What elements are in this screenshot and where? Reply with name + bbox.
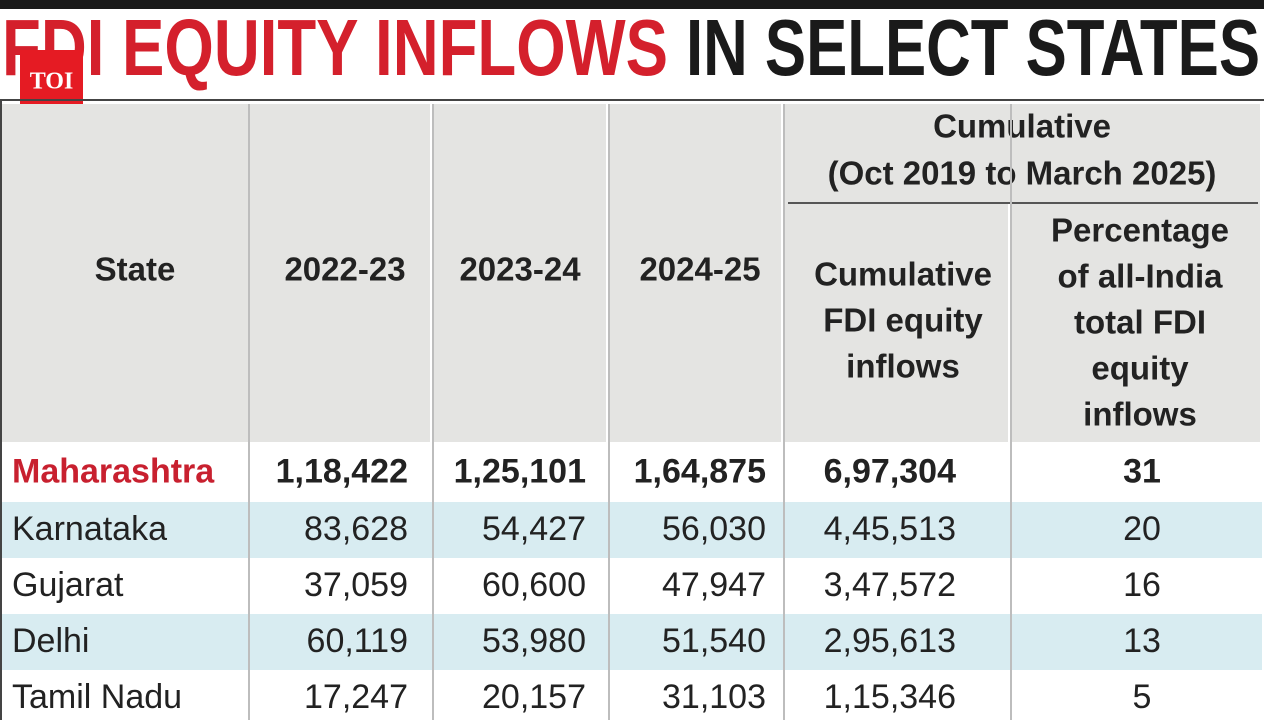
state-name: Tamil Nadu [12,678,182,716]
value-cell: 1,64,875 [634,452,766,490]
header-group: (Oct 2019 to March 2025) [828,155,1217,192]
header-state: State [95,251,176,288]
table: State 2022-23 2023-24 2024-25 Cumulative (Oct… [0,100,1262,720]
value-cell: 1,15,346 [824,678,956,716]
value-cell: 20,157 [482,678,586,716]
state-name: Gujarat [12,566,124,604]
row-bg [0,614,1262,670]
state-name: Maharashtra [12,452,215,490]
value-cell: 54,427 [482,510,586,548]
value-cell: 60,600 [482,566,586,604]
percentage-cell: 31 [1123,452,1161,490]
header-year: 2024-25 [639,251,760,288]
group-cover [785,104,1260,202]
value-cell: 83,628 [304,510,408,548]
value-cell: 17,247 [304,678,408,716]
row-bg [0,502,1262,558]
value-cell: 56,030 [662,510,766,548]
value-cell: 37,059 [304,566,408,604]
title-rest: IN SELECT STATES [686,3,1260,92]
header-group: Cumulative [933,108,1111,145]
value-cell: 6,97,304 [824,452,956,490]
value-cell: 1,25,101 [454,452,586,490]
value-cell: 31,103 [662,678,766,716]
header-cumulative: inflows [846,348,960,385]
state-name: Karnataka [12,510,167,548]
row-bg [0,443,1262,502]
header-cell [250,104,430,442]
row-bg [0,670,1262,720]
header-percentage: total FDI [1074,304,1206,341]
header-cumulative: FDI equity [823,302,983,339]
header-year: 2023-24 [459,251,581,288]
value-cell: 4,45,513 [824,510,956,548]
header-year: 2022-23 [284,251,405,288]
header-percentage: equity [1091,350,1189,387]
state-name: Delhi [12,622,89,660]
header-cell [434,104,606,442]
value-cell: 3,47,572 [824,566,956,604]
value-cell: 2,95,613 [824,622,956,660]
logo: TOI [30,69,74,95]
value-cell: 53,980 [482,622,586,660]
header-percentage: inflows [1083,396,1197,433]
header-cumulative: Cumulative [814,256,992,293]
title-highlight: FDI EQUITY INFLOWS [2,3,668,92]
value-cell: 1,18,422 [276,452,408,490]
top-bar [0,0,1264,9]
value-cell: 60,119 [307,622,408,660]
percentage-cell: 20 [1123,510,1161,548]
header-percentage: Percentage [1051,212,1229,249]
header-cell [610,104,781,442]
value-cell: 51,540 [662,622,766,660]
header-percentage: of all-India [1058,258,1224,295]
row-bg [0,558,1262,614]
header-cell [2,104,248,442]
value-cell: 47,947 [662,566,766,604]
percentage-cell: 13 [1123,622,1161,660]
percentage-cell: 16 [1123,566,1161,604]
percentage-cell: 5 [1133,678,1152,716]
